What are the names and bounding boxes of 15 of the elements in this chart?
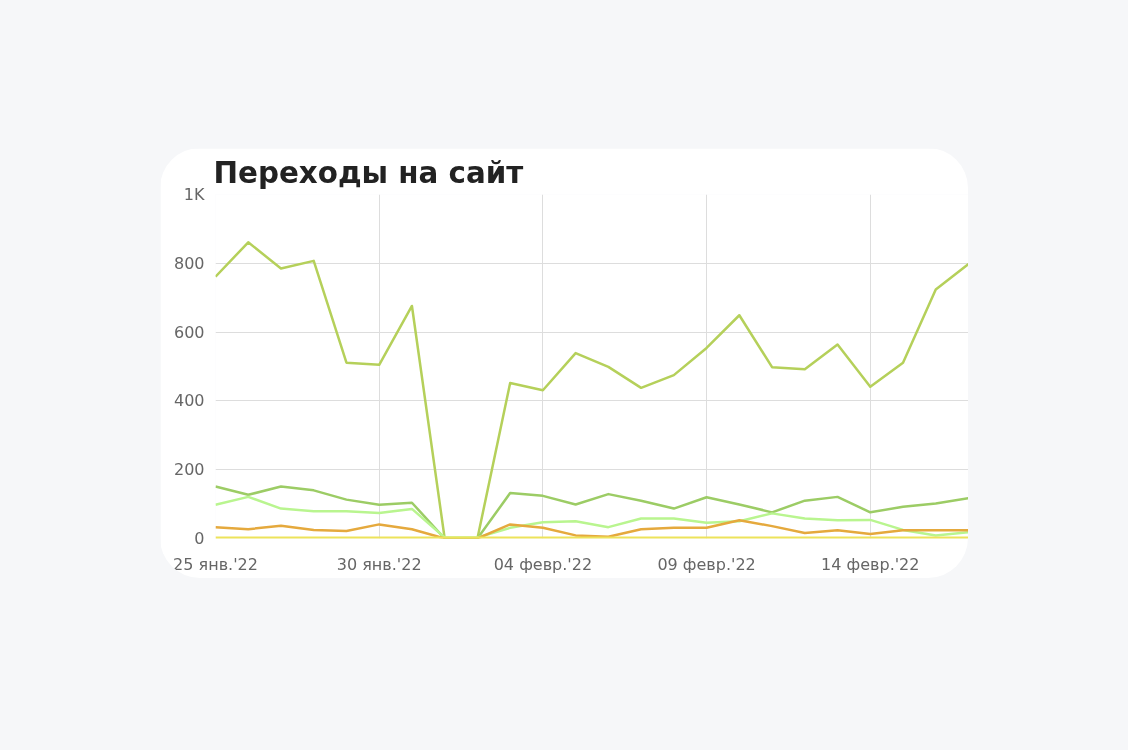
y-tick-label: 1K xyxy=(183,185,206,204)
y-tick-label: 200 xyxy=(173,460,205,480)
line-series xyxy=(215,241,968,539)
x-tick-label: 30 янв.'22 xyxy=(336,554,422,574)
y-tick-label: 400 xyxy=(173,391,205,411)
y-tick-label: 0 xyxy=(194,529,205,548)
line-series xyxy=(215,485,968,539)
x-tick-label: 14 февр.'22 xyxy=(821,554,920,574)
x-tick-label: 25 янв.'22 xyxy=(173,554,258,574)
chart-title: Переходы на сайт xyxy=(213,155,524,190)
y-tick-label: 600 xyxy=(173,322,205,342)
x-tick-label: 04 февр.'22 xyxy=(493,554,593,574)
line-series xyxy=(215,519,968,539)
x-tick-label: 09 февр.'22 xyxy=(657,554,756,574)
y-tick-label: 800 xyxy=(173,253,205,273)
